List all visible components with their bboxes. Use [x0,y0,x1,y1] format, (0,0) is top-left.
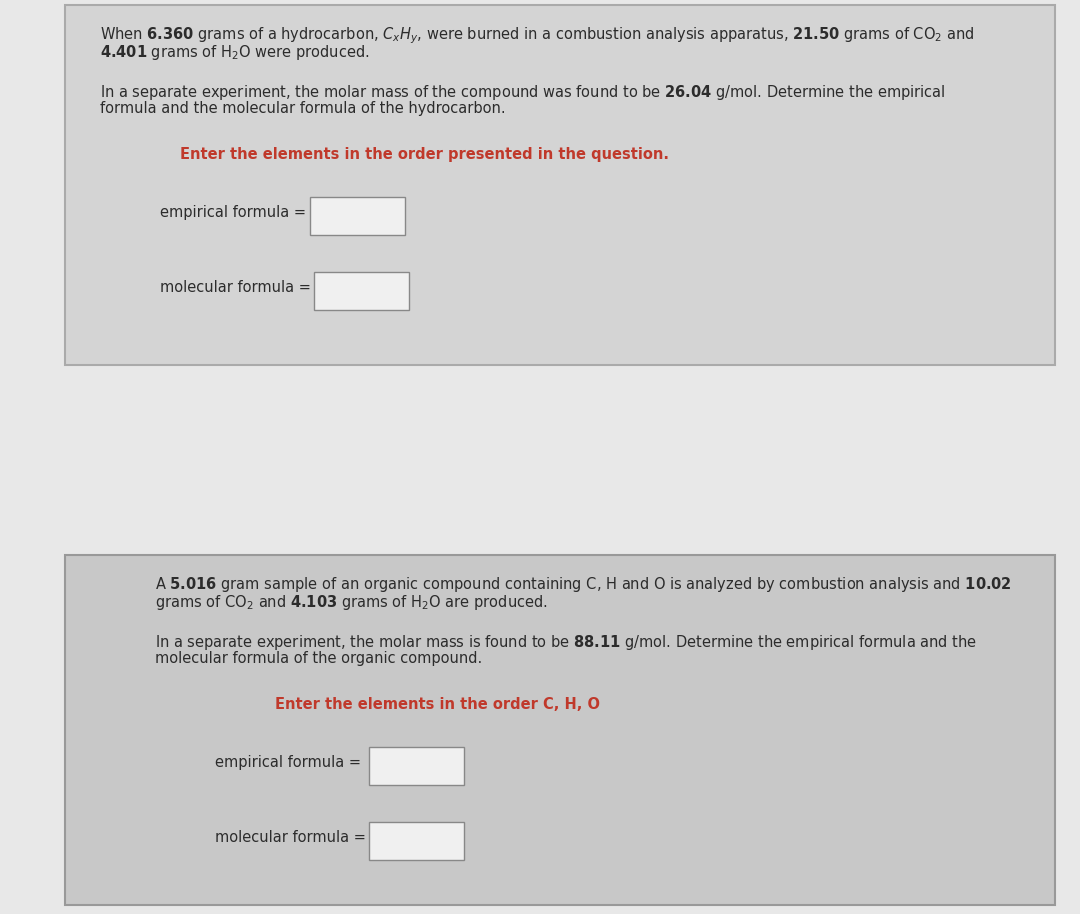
Text: grams of CO$_2$ and $\mathbf{4.103}$ grams of H$_2$O are produced.: grams of CO$_2$ and $\mathbf{4.103}$ gra… [156,593,548,612]
Text: Enter the elements in the order presented in the question.: Enter the elements in the order presente… [180,147,669,162]
FancyBboxPatch shape [369,747,464,785]
FancyBboxPatch shape [369,822,464,860]
Text: empirical formula =: empirical formula = [215,756,361,771]
Text: empirical formula =: empirical formula = [160,206,306,220]
FancyBboxPatch shape [310,197,405,235]
Text: molecular formula =: molecular formula = [215,831,366,845]
Text: In a separate experiment, the molar mass is found to be $\mathbf{88.11}$ g/mol. : In a separate experiment, the molar mass… [156,633,977,652]
Text: $\mathbf{4.401}$ grams of H$_2$O were produced.: $\mathbf{4.401}$ grams of H$_2$O were pr… [100,43,369,62]
FancyBboxPatch shape [65,5,1055,365]
FancyBboxPatch shape [65,555,1055,905]
Text: When $\mathbf{6.360}$ grams of a hydrocarbon, $\mathit{C_xH_y}$, were burned in : When $\mathbf{6.360}$ grams of a hydroca… [100,25,974,46]
Text: Enter the elements in the order C, H, O: Enter the elements in the order C, H, O [275,697,600,712]
Text: molecular formula of the organic compound.: molecular formula of the organic compoun… [156,651,483,666]
Text: molecular formula =: molecular formula = [160,281,311,295]
Text: In a separate experiment, the molar mass of the compound was found to be $\mathb: In a separate experiment, the molar mass… [100,83,946,102]
Text: formula and the molecular formula of the hydrocarbon.: formula and the molecular formula of the… [100,101,505,116]
FancyBboxPatch shape [314,272,409,310]
Text: A $\mathbf{5.016}$ gram sample of an organic compound containing C, H and O is a: A $\mathbf{5.016}$ gram sample of an org… [156,575,1012,594]
